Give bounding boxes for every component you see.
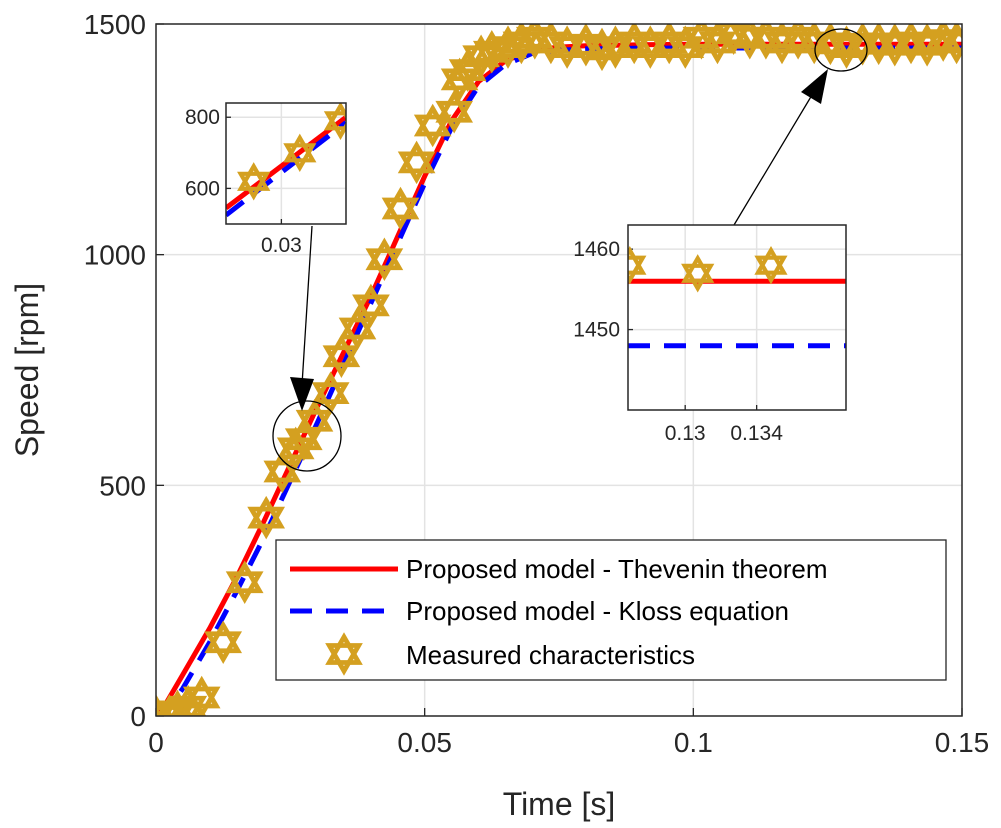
- zoom-arrow-steady: [733, 94, 813, 226]
- legend-measured-marker: [325, 632, 363, 676]
- x-tick-label: 0.1: [674, 727, 713, 758]
- main-measured-point: [247, 495, 286, 540]
- x-tick-label: 0: [148, 727, 164, 758]
- inset-rising-frame: [225, 102, 347, 225]
- main-measured-point: [263, 449, 302, 494]
- main-measured-point: [381, 186, 420, 231]
- y-tick-label: 1500: [84, 9, 146, 40]
- x-axis-title: Time [s]: [503, 786, 616, 822]
- inset-steady-measured-point: [754, 245, 788, 285]
- inset-rising-measured-point: [237, 162, 271, 201]
- main-plot: 0 0.05 0.1 0.15 0 500 1000 1500 Time [s] Speed …: [9, 9, 989, 822]
- main-measured-point: [204, 620, 243, 664]
- inset-rising-series: [226, 103, 346, 218]
- x-tick-label: 0.03: [261, 234, 302, 257]
- main-series: [156, 24, 962, 716]
- legend-label-kloss: Proposed model - Kloss equation: [406, 596, 789, 626]
- main-measured-point: [937, 24, 962, 65]
- inset-steady-measured-point: [681, 254, 715, 293]
- main-measured-point: [311, 371, 350, 415]
- inset-rising: 0.03 600 800: [185, 102, 347, 257]
- main-measured-point: [338, 306, 377, 351]
- zoom-arrow-rising: [301, 225, 313, 386]
- zoom-arrowhead-rising: [290, 377, 314, 411]
- inset-steady-tick-labels: 0.13 0.134 1450 1460: [573, 238, 783, 445]
- x-tick-label: 0.05: [397, 727, 452, 758]
- legend-box: [275, 539, 947, 681]
- legend: Proposed model - Thevenin theorem Propos…: [275, 539, 947, 681]
- inset-rising-tick-labels: 0.03 600 800: [185, 106, 302, 257]
- zoom-annotations: [272, 28, 868, 472]
- main-measured-point: [295, 398, 334, 443]
- main-measured-point: [322, 334, 361, 378]
- zoom-ellipse-steady: [814, 28, 868, 72]
- y-tick-label: 600: [185, 177, 220, 200]
- zoom-arrowhead-steady: [801, 69, 828, 104]
- inset-steady-background: [628, 225, 846, 410]
- main-measured-point: [352, 283, 390, 328]
- y-tick-label: 500: [99, 470, 146, 501]
- inset-rising-measured-point: [283, 133, 317, 173]
- main-measured-point: [435, 89, 474, 134]
- inset-rising-measured-point: [323, 103, 346, 140]
- inset-steady: 0.13 0.134 1450 1460: [573, 224, 847, 445]
- main-tick-labels: 0 0.05 0.1 0.15 0 500 1000 1500: [84, 9, 990, 758]
- inset-steady-measured-point: [628, 246, 647, 285]
- inset-steady-frame: [627, 224, 847, 411]
- inset-steady-grid: [628, 225, 846, 410]
- legend-swatch-measured: [325, 632, 363, 676]
- zoom-ellipse-rising: [272, 400, 342, 472]
- inset-steady-series: [628, 245, 846, 349]
- x-tick-label: 0.13: [665, 422, 706, 445]
- y-tick-label: 1450: [573, 319, 620, 342]
- legend-label-measured: Measured characteristics: [406, 640, 695, 670]
- y-axis-title: Speed [rpm]: [9, 283, 45, 457]
- main-measured-point: [397, 140, 436, 185]
- y-tick-label: 1000: [84, 240, 146, 271]
- y-tick-label: 800: [185, 106, 220, 129]
- inset-rising-line-kloss: [226, 120, 346, 218]
- inset-rising-line-thevenin: [226, 115, 346, 210]
- main-measured-point: [182, 675, 221, 716]
- legend-label-thevenin: Proposed model - Thevenin theorem: [406, 554, 828, 584]
- x-tick-label: 0.15: [935, 727, 990, 758]
- main-measured-point: [365, 237, 404, 282]
- main-measured-point: [225, 560, 264, 604]
- main-plot-frame: [155, 23, 963, 717]
- x-tick-label: 0.134: [730, 422, 783, 445]
- y-tick-label: 0: [130, 701, 146, 732]
- y-tick-label: 1460: [573, 238, 620, 261]
